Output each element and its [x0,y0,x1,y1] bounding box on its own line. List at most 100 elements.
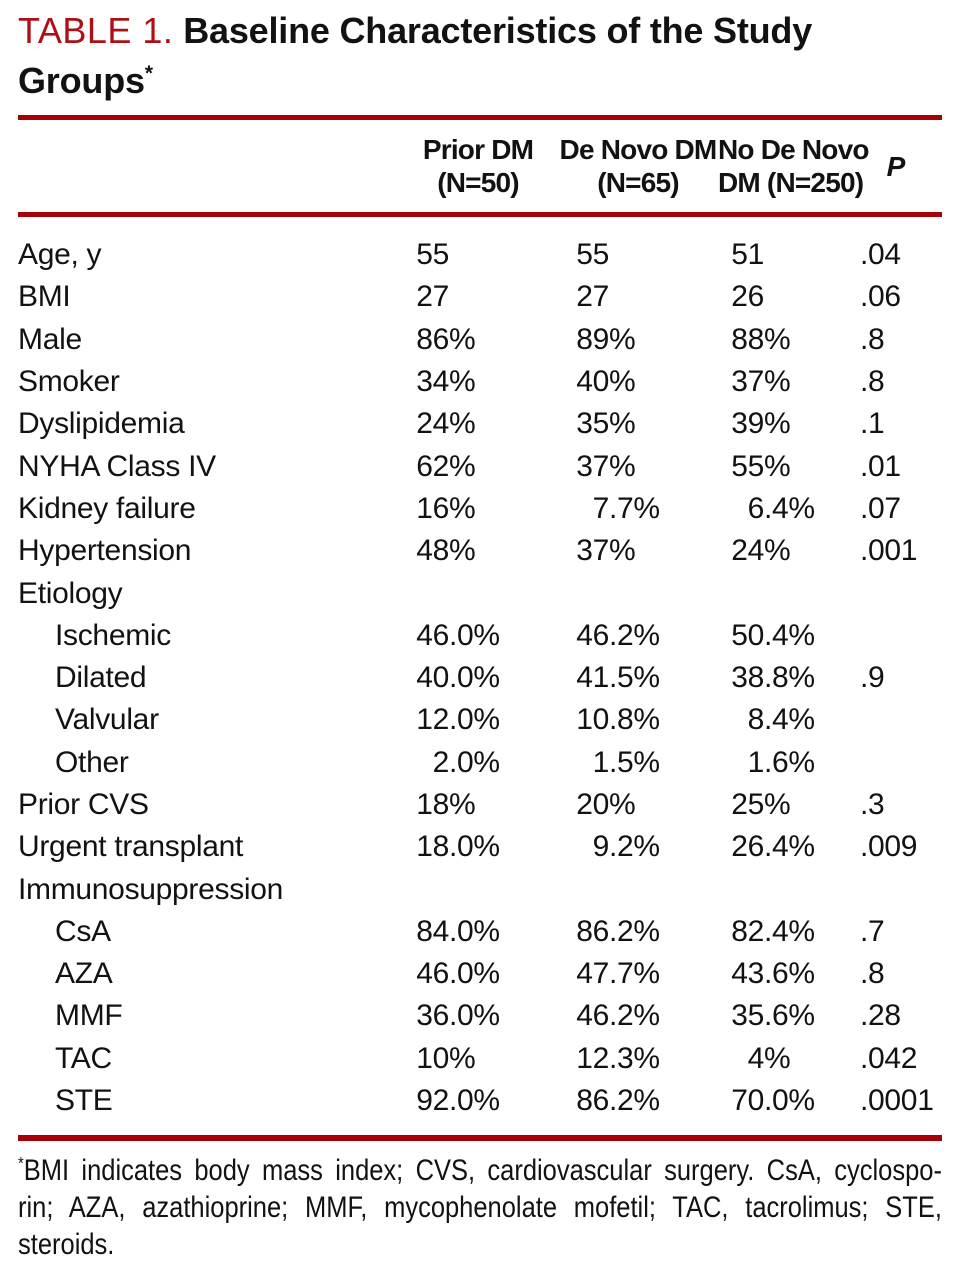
value-cell: 82.4% [718,911,850,953]
value-cell: 40% [558,361,718,403]
value-fraction-part: .2% [609,1084,660,1118]
value-integer-part: 2 [432,745,450,779]
value-cell: 37% [718,361,850,403]
table-row: TAC 10% 12.3% 4% .042 [18,1038,942,1080]
header-line: De Novo DM [559,134,718,165]
value-cell: 35% [558,403,718,445]
value-fraction-part: % [449,534,476,568]
value-integer-part: 1 [592,745,610,779]
table-row: AZA 46.0% 47.7% 43.6% .8 [18,953,942,995]
row-label: Prior CVS [18,788,149,821]
value-fraction-part: % [764,449,791,483]
value-fraction-part: .0% [449,618,500,652]
value-cell: 2.0% [398,742,558,784]
row-label: Male [18,322,82,356]
table-row: STE 92.0% 86.2% 70.0% .0001 [18,1080,942,1138]
header-empty-cell [18,115,398,217]
row-label: TAC [55,1041,112,1075]
p-value-cell: .28 [860,999,901,1033]
value-integer-part: 89 [576,322,609,356]
value-cell: 18.0% [398,826,558,868]
value-integer-part: 35 [731,999,764,1033]
value-cell [558,868,718,910]
value-integer-part: 92 [416,1084,449,1118]
row-label: MMF [55,999,123,1033]
header-no-de-novo-dm: No De Novo DM (N=250) [718,115,869,217]
value-integer-part: 47 [576,957,609,991]
table-row: Dilated 40.0% 41.5% 38.8% .9 [18,657,942,699]
value-integer-part: 37 [576,449,609,483]
value-cell: 48% [398,530,558,572]
row-label: Etiology [18,576,123,610]
value-integer-part: 46 [576,999,609,1033]
value-integer-part: 41 [576,661,609,695]
value-integer-part: 18 [416,788,449,821]
value-cell: 10% [398,1038,558,1080]
value-cell: 51 [718,215,850,277]
row-label: Smoker [18,365,120,399]
table-footnote: *BMI indicates body mass index; CVS, car… [18,1152,942,1263]
value-cell: 39% [718,403,850,445]
header-line: (N=50) [437,167,519,198]
value-cell: 8.4% [718,699,850,741]
p-value-cell: .8 [860,322,885,356]
value-integer-part: 55 [731,449,764,483]
table-row: Immunosuppression [18,868,942,910]
value-integer-part: 84 [416,914,449,948]
value-cell: 18% [398,784,558,826]
value-fraction-part: .0% [449,703,500,737]
row-label: Urgent transplant [18,830,244,864]
value-fraction-part: .7% [609,957,660,991]
p-value-cell [850,572,942,614]
value-cell: 16% [398,488,558,530]
table-body: Age, y 55 55 51.04 BMI 27 27 26.06 Male 86% 89% 88%… [18,215,942,1139]
value-cell: 86.2% [558,911,718,953]
value-cell: 70.0% [718,1080,850,1138]
value-fraction-part: % [449,365,476,399]
value-integer-part: 62 [416,449,449,483]
value-integer-part: 12 [416,703,449,737]
value-integer-part: 8 [747,703,765,737]
value-fraction-part: .2% [609,914,660,948]
table-row: Ischemic 46.0% 46.2% 50.4% [18,615,942,657]
value-fraction-part: .2% [609,999,660,1033]
value-cell: 46.2% [558,615,718,657]
value-integer-part: 43 [731,957,764,991]
value-cell: 41.5% [558,657,718,699]
p-value-cell [850,699,942,741]
value-fraction-part: % [764,407,791,441]
value-cell: 27 [558,276,718,318]
row-label: AZA [55,957,113,991]
header-de-novo-dm: De Novo DM (N=65) [558,115,718,217]
table-title: TABLE 1. Baseline Characteristics of the… [18,6,938,106]
value-cell: 43.6% [718,953,850,995]
value-integer-part: 38 [731,661,764,695]
p-value-cell: .8 [860,365,885,399]
table-row: Other 2.0% 1.5% 1.6% [18,742,942,784]
value-cell: 37% [558,445,718,487]
value-integer-part: 37 [731,365,764,399]
header-line: P [886,150,906,182]
value-cell: 89% [558,319,718,361]
table-row: Smoker 34% 40% 37% .8 [18,361,942,403]
value-cell: 10.8% [558,699,718,741]
value-cell: 88% [718,319,850,361]
p-value-cell: .3 [860,788,885,821]
value-fraction-part: .0% [449,1084,500,1118]
table-row: Etiology [18,572,942,614]
value-fraction-part: .0% [449,999,500,1033]
value-integer-part: 88 [731,322,764,356]
p-value-cell [850,868,942,910]
value-integer-part: 10 [576,703,609,737]
value-fraction-part: .0% [449,745,500,779]
p-value-cell: .001 [860,534,918,568]
row-label: Ischemic [55,618,171,652]
value-fraction-part: .6% [764,999,815,1033]
value-integer-part: 26 [731,830,764,864]
value-integer-part: 37 [576,534,609,568]
value-cell: 9.2% [558,826,718,868]
footnote-line: *BMI indicates body mass index; CVS, car… [18,1152,942,1189]
value-integer-part: 86 [576,914,609,948]
value-integer-part: 86 [576,1084,609,1118]
header-line: DM (N=250) [718,167,864,198]
